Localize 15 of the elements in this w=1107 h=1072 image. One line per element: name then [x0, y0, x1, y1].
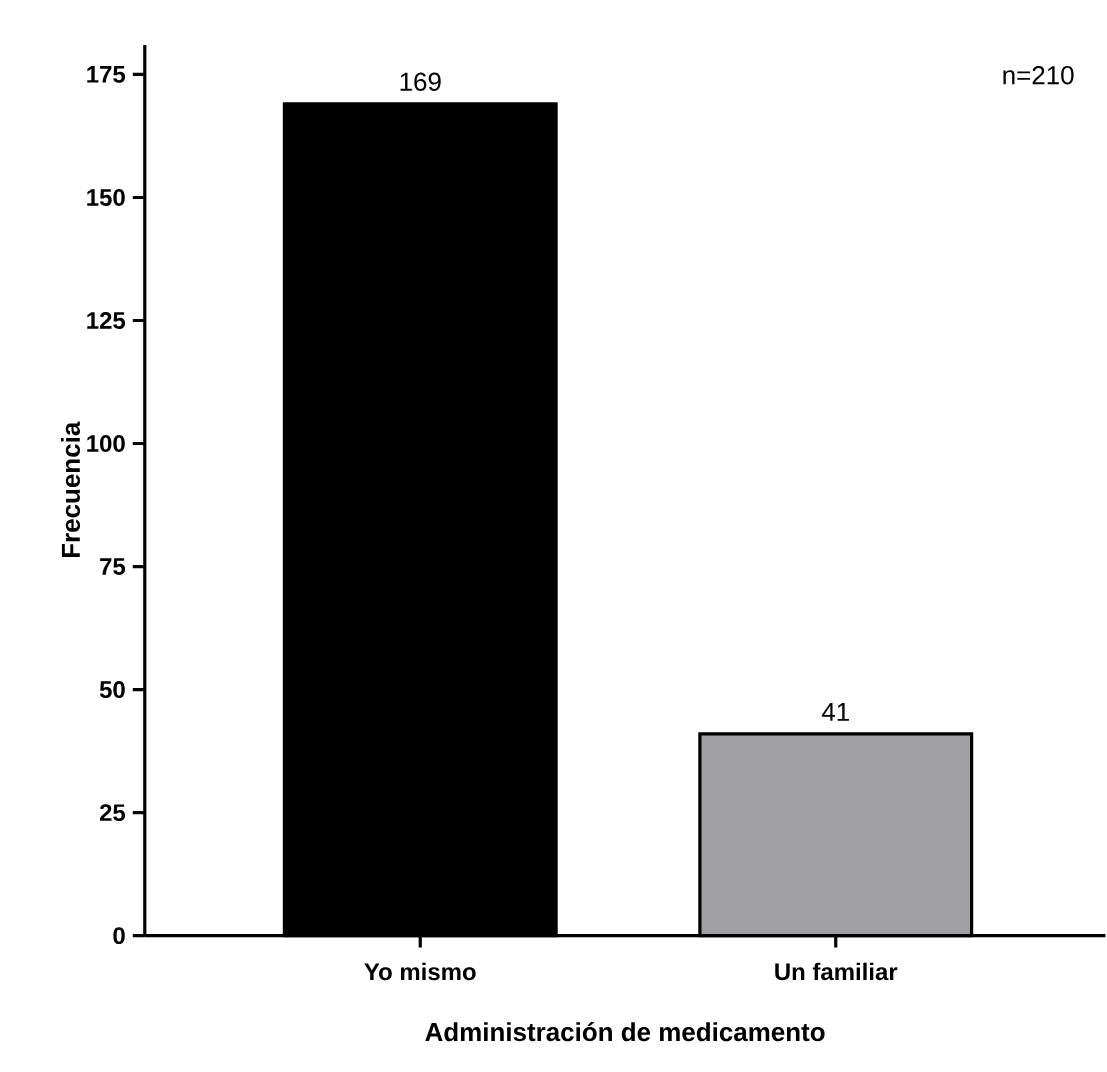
y-tick-label: 175 — [87, 65, 126, 83]
y-tick-label: 25 — [99, 803, 126, 821]
y-tick-label: 75 — [100, 557, 126, 575]
data-label: 41 — [821, 702, 849, 721]
y-tick-label: 100 — [87, 434, 125, 452]
y-tick-label: 0 — [113, 926, 125, 944]
y-axis-title: Frecuencia — [60, 421, 81, 557]
y-tick-label: 125 — [87, 311, 126, 329]
y-tick-label: 50 — [99, 680, 125, 698]
y-tick-label: 150 — [87, 188, 125, 206]
x-axis-title: Administración de medicamento — [425, 1021, 825, 1042]
x-tick-label: Un familiar — [775, 962, 898, 981]
annotation: n=210 — [1003, 65, 1074, 85]
data-label: 169 — [400, 72, 441, 91]
x-tick-label: Yo mismo — [364, 962, 476, 981]
